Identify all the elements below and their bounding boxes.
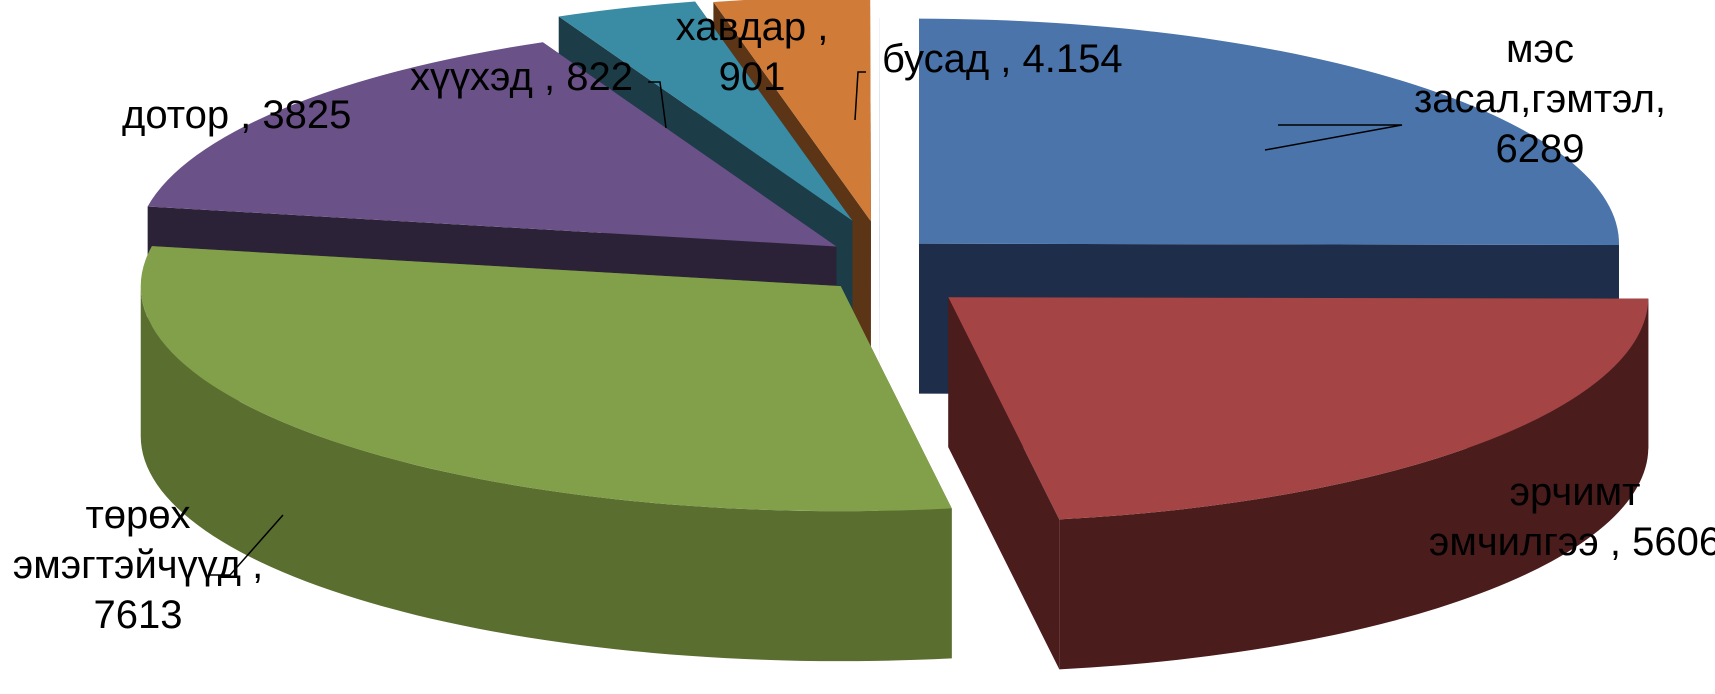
leader-line-mes-zasal — [1264, 124, 1403, 151]
data-label-0: мэс засал,гэмтэл, 6289 — [1414, 27, 1666, 171]
data-label-line: хүүхэд , 822 — [410, 55, 633, 99]
data-label-line: 6289 — [1496, 127, 1585, 171]
data-label-line: эмчилгээ , 5606 — [1429, 520, 1715, 564]
slice-top-3 — [147, 42, 837, 247]
data-label-line: засал,гэмтэл, — [1414, 77, 1666, 121]
slice-face-1-1 — [948, 297, 1060, 670]
data-label-line: эмэгтэйчүүд , — [13, 543, 263, 587]
slice-top-0 — [919, 18, 1620, 246]
slice-side-1 — [1059, 298, 1649, 670]
data-label-6: бусад , 4.154 — [882, 37, 1123, 81]
pie-slice-1 — [948, 297, 1649, 670]
data-label-line: 901 — [719, 55, 786, 99]
leader-lines — [210, 71, 1403, 576]
data-label-line: бусад , 4.154 — [882, 37, 1123, 81]
data-label-line: 7613 — [94, 593, 183, 637]
data-label-3: дотор , 3825 — [122, 93, 351, 137]
data-label-line: хавдар , — [676, 5, 829, 49]
slice-side-2 — [140, 286, 952, 662]
slice-top-2 — [140, 246, 952, 512]
slice-face-6-0 — [879, 18, 880, 394]
data-label-line: мэс — [1506, 27, 1574, 71]
data-label-line: эрчимт — [1510, 470, 1641, 514]
pie-slice-2 — [140, 246, 952, 662]
data-label-5: хавдар , 901 — [676, 5, 829, 99]
pie-slice-6 — [879, 18, 880, 394]
data-label-4: хүүхэд , 822 — [410, 55, 633, 99]
leader-line-torokh — [210, 514, 284, 576]
data-label-line: төрөх — [85, 493, 190, 537]
slice-top-6 — [879, 18, 880, 244]
leader-line-busad — [854, 71, 866, 121]
data-labels: мэс засал,гэмтэл, 6289 эрчимт эмчилгээ , 560… — [13, 5, 1715, 637]
slice-top-5 — [713, 0, 871, 222]
data-label-1: эрчимт эмчилгээ , 5606 — [1429, 470, 1715, 564]
pie-slices — [140, 0, 1649, 670]
slice-top-4 — [558, 1, 853, 221]
data-label-2: төрөх эмэгтэйчүүд , 7613 — [13, 493, 263, 637]
slice-top-1 — [948, 297, 1649, 520]
data-label-line: дотор , 3825 — [122, 93, 351, 137]
leader-line-khuukhed — [648, 81, 667, 129]
